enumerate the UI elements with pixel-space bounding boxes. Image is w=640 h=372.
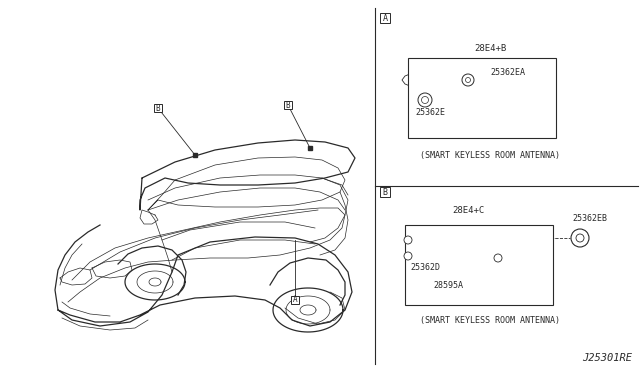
Text: B: B <box>383 187 387 196</box>
Circle shape <box>404 236 412 244</box>
Text: 28595A: 28595A <box>433 280 463 289</box>
Circle shape <box>462 74 474 86</box>
Text: 28E4+C: 28E4+C <box>452 205 484 215</box>
Circle shape <box>404 252 412 260</box>
Bar <box>380 13 390 23</box>
Circle shape <box>494 254 502 262</box>
Text: (SMART KEYLESS ROOM ANTENNA): (SMART KEYLESS ROOM ANTENNA) <box>420 315 560 324</box>
Bar <box>405 225 553 305</box>
Text: 28E4+B: 28E4+B <box>474 44 506 52</box>
Text: (SMART KEYLESS ROOM ANTENNA): (SMART KEYLESS ROOM ANTENNA) <box>420 151 560 160</box>
Bar <box>284 101 292 109</box>
Text: 25362EB: 25362EB <box>573 214 607 222</box>
Circle shape <box>571 229 589 247</box>
Text: B: B <box>285 100 291 109</box>
Circle shape <box>418 93 432 107</box>
Bar <box>380 187 390 197</box>
Circle shape <box>576 234 584 242</box>
Bar <box>408 58 556 138</box>
Text: 25362D: 25362D <box>410 263 440 273</box>
Text: 25362E: 25362E <box>415 108 445 116</box>
Text: B: B <box>156 103 160 112</box>
Text: A: A <box>292 295 298 305</box>
Text: A: A <box>383 13 387 22</box>
Text: J25301RE: J25301RE <box>582 353 632 363</box>
Text: 25362EA: 25362EA <box>490 67 525 77</box>
Circle shape <box>422 96 429 103</box>
Bar <box>154 104 162 112</box>
Circle shape <box>465 77 470 83</box>
Bar <box>291 296 299 304</box>
